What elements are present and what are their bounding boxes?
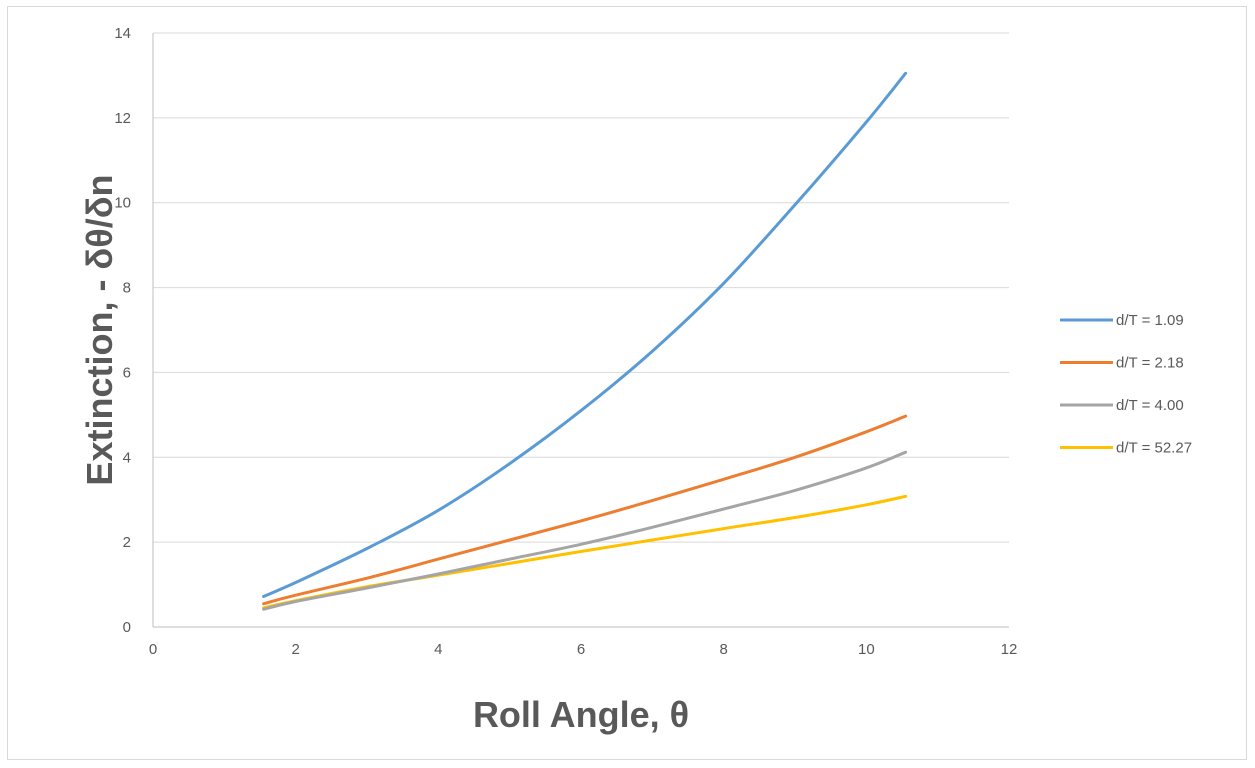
series-lines (262, 71, 908, 611)
axes (152, 33, 1009, 628)
x-tick-label: 0 (149, 641, 157, 658)
legend: d/T = 1.09 d/T = 2.18 d/T = 4.00 d/T = 52.2… (1060, 312, 1192, 457)
series-line (262, 71, 908, 598)
legend-label: d/T = 2.18 (1116, 355, 1184, 372)
legend-label: d/T = 4.00 (1116, 397, 1184, 414)
y-tick-label: 2 (123, 534, 131, 551)
x-tick-label: 12 (1001, 641, 1018, 658)
x-tick-label: 2 (291, 641, 299, 658)
y-tick-label: 12 (114, 110, 131, 127)
y-tick-label: 14 (114, 25, 131, 42)
series-line (262, 414, 908, 606)
legend-item: d/T = 52.27 (1060, 440, 1192, 457)
legend-item: d/T = 4.00 (1060, 397, 1184, 414)
tick-labels: 0 2 4 6 8 10 12 14 0 2 4 6 8 10 12 (114, 25, 1017, 658)
legend-item: d/T = 2.18 (1060, 355, 1184, 372)
legend-item: d/T = 1.09 (1060, 312, 1184, 329)
x-tick-label: 4 (434, 641, 442, 658)
series-line (262, 450, 908, 611)
y-tick-label: 4 (123, 449, 131, 466)
gridlines (153, 32, 1009, 543)
x-tick-label: 8 (719, 641, 727, 658)
x-tick-label: 6 (577, 641, 585, 658)
y-tick-label: 0 (123, 619, 131, 636)
x-axis-title: Roll Angle, θ (473, 694, 689, 735)
y-tick-label: 8 (123, 280, 131, 297)
y-tick-label: 6 (123, 364, 131, 381)
y-tick-label: 10 (114, 195, 131, 212)
y-axis-title: Extinction, - δθ/δn (79, 174, 120, 485)
legend-label: d/T = 52.27 (1116, 440, 1192, 457)
chart-frame (7, 6, 1247, 760)
legend-label: d/T = 1.09 (1116, 312, 1184, 329)
x-tick-label: 10 (858, 641, 875, 658)
